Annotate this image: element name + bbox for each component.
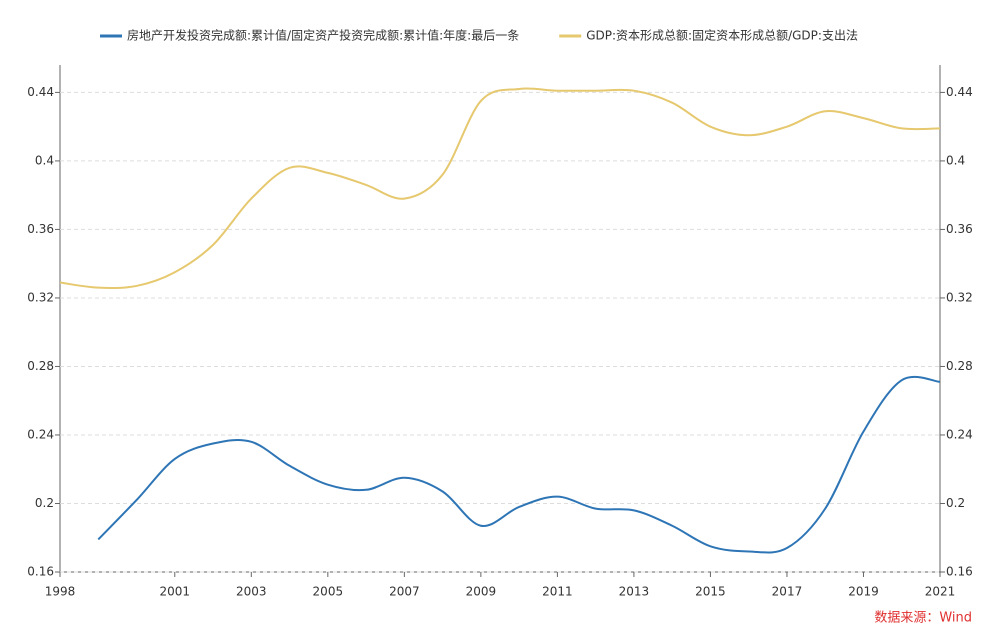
y2-tick-label: 0.44 (946, 85, 973, 99)
y-tick-label: 0.16 (27, 565, 54, 579)
y2-tick-label: 0.36 (946, 222, 973, 236)
x-tick-label: 1998 (45, 585, 76, 599)
legend-label: 房地产开发投资完成额:累计值/固定资产投资完成额:累计值:年度:最后一条 (127, 28, 519, 43)
y-tick-label: 0.32 (27, 290, 54, 304)
x-tick-label: 2015 (695, 585, 726, 599)
y-tick-label: 0.44 (27, 85, 54, 99)
y2-tick-label: 0.24 (946, 427, 973, 441)
source-note: 数据来源：Wind (874, 611, 972, 626)
x-tick-label: 2007 (389, 585, 420, 599)
x-tick-label: 2021 (925, 585, 956, 599)
y-tick-label: 0.24 (27, 427, 54, 441)
y2-tick-label: 0.4 (946, 153, 965, 167)
series-line (97, 375, 941, 554)
legend-label: GDP:资本形成总额:固定资本形成总额/GDP:支出法 (586, 28, 858, 43)
x-tick-label: 2003 (236, 585, 267, 599)
y-tick-label: 0.2 (35, 496, 54, 510)
x-tick-label: 2011 (542, 585, 573, 599)
y2-tick-label: 0.28 (946, 359, 973, 373)
series-line (59, 87, 941, 290)
x-tick-label: 2019 (848, 585, 879, 599)
y-tick-label: 0.4 (35, 153, 54, 167)
y2-tick-label: 0.16 (946, 565, 973, 579)
x-tick-label: 2017 (772, 585, 803, 599)
x-tick-label: 2013 (619, 585, 650, 599)
y-tick-label: 0.28 (27, 359, 54, 373)
x-tick-label: 2005 (313, 585, 344, 599)
y2-tick-label: 0.2 (946, 496, 965, 510)
y2-tick-label: 0.32 (946, 290, 973, 304)
y-tick-label: 0.36 (27, 222, 54, 236)
x-tick-label: 2009 (466, 585, 497, 599)
x-tick-label: 2001 (160, 585, 191, 599)
